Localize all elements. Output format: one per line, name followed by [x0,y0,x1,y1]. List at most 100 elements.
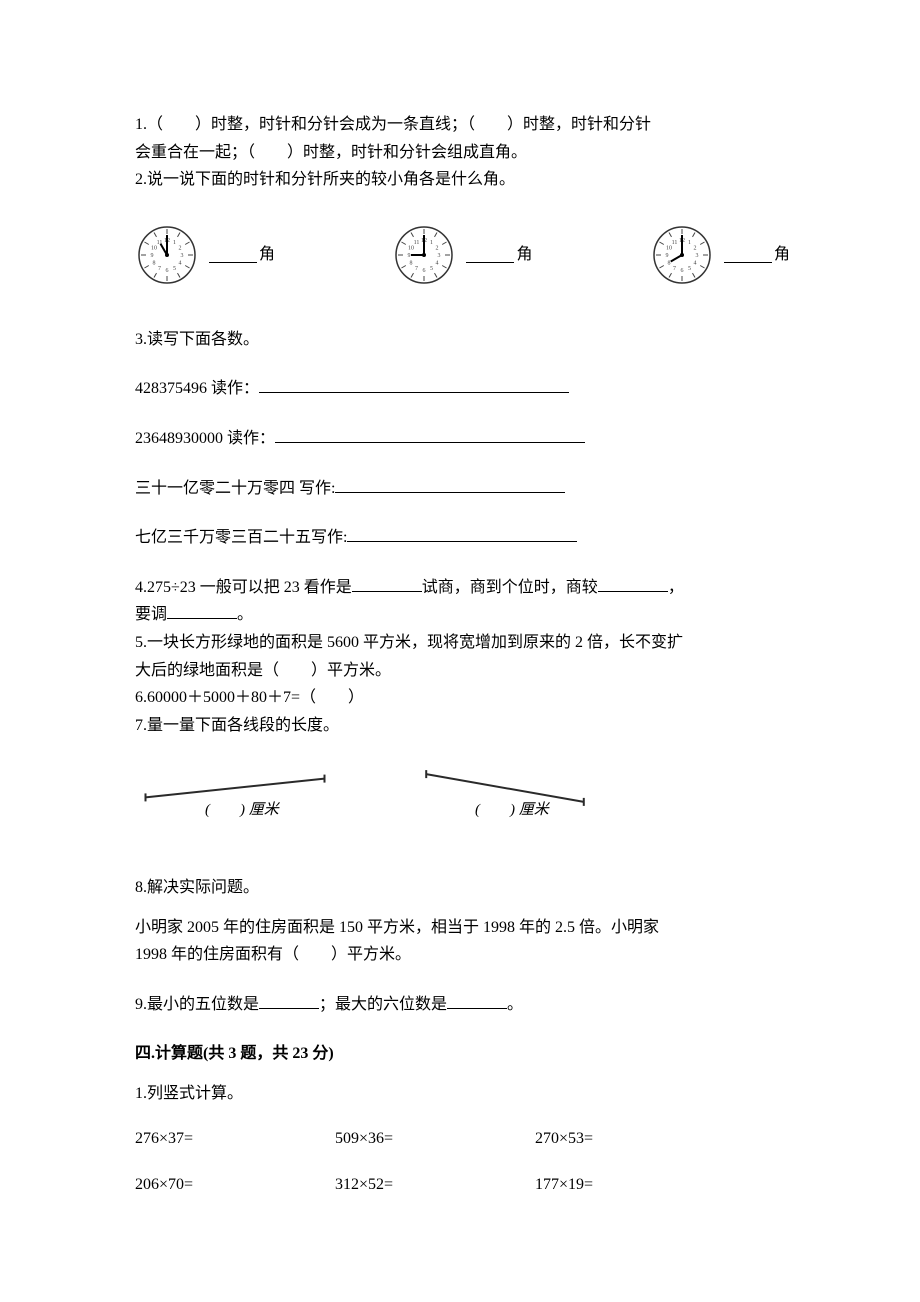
q4-b-prefix: 要调 [135,606,167,623]
svg-text:7: 7 [415,266,418,272]
q4-blank-1[interactable] [352,575,422,592]
q3-line: 七亿三千万零三百二十五写作: [135,525,790,551]
q4-prefix: 4.275÷23 一般可以把 23 看作是 [135,579,352,596]
q8-intro: 8.解决实际问题。 [135,875,790,901]
svg-text:( ) 厘米: ( ) 厘米 [205,801,281,818]
svg-text:( ) 厘米: ( ) 厘米 [475,801,551,818]
q6-line: 6.60000＋5000＋80＋7=（ ） [135,685,790,711]
q9-blank-1[interactable] [259,992,319,1009]
svg-text:2: 2 [436,245,439,251]
svg-text:1: 1 [430,240,433,246]
svg-text:6: 6 [166,268,169,274]
q7-intro: 7.量一量下面各线段的长度。 [135,713,790,739]
q3-blank[interactable] [335,476,565,493]
ruler-row: ( ) 厘米 ( ) 厘米 [135,766,790,835]
q4-blank-2[interactable] [598,575,668,592]
svg-text:11: 11 [672,240,678,246]
calc-row: 206×70=312×52=177×19= [135,1172,790,1198]
svg-text:4: 4 [436,260,439,266]
svg-text:7: 7 [158,266,161,272]
calc-cell: 177×19= [535,1172,735,1198]
clock-answer-blank[interactable] [724,246,772,263]
clock-answer-blank[interactable] [466,246,514,263]
q4-mid: 试商，商到个位时，商较 [422,579,598,596]
q4-blank-3[interactable] [167,602,237,619]
svg-text:8: 8 [667,260,670,266]
svg-text:6: 6 [680,268,683,274]
q4-tail: ， [668,579,684,596]
svg-text:5: 5 [430,266,433,272]
segment-item: ( ) 厘米 [135,766,335,835]
q9-line: 9.最小的五位数是 ；最大的六位数是 。 [135,992,790,1018]
svg-text:7: 7 [673,266,676,272]
q3-line: 三十一亿零二十万零四 写作: [135,476,790,502]
clock-icon: 121234567891011 [392,223,456,287]
svg-text:10: 10 [151,245,157,251]
svg-text:5: 5 [173,266,176,272]
clock-item: 121234567891011角 [650,223,790,287]
clock-item: 121234567891011角 [392,223,532,287]
calc-cell: 276×37= [135,1126,335,1152]
svg-text:3: 3 [438,253,441,259]
q3-line: 428375496 读作： [135,376,790,402]
q4-line-a: 4.275÷23 一般可以把 23 看作是 试商，商到个位时，商较 ， [135,575,790,601]
clock-label: 角 [259,242,275,268]
q3-blank[interactable] [259,376,569,393]
q9-prefix: 9.最小的五位数是 [135,996,259,1013]
q5-line-b: 大后的绿地面积是（ ）平方米。 [135,658,790,684]
svg-text:11: 11 [414,240,420,246]
clock-label: 角 [774,242,790,268]
q3-prefix: 七亿三千万零三百二十五写作: [135,529,347,546]
svg-text:9: 9 [665,253,668,259]
clock-label: 角 [516,242,532,268]
svg-text:8: 8 [153,260,156,266]
svg-text:10: 10 [666,245,672,251]
line-segment-icon: ( ) 厘米 [135,766,335,826]
svg-text:9: 9 [408,253,411,259]
q3-intro: 3.读写下面各数。 [135,327,790,353]
q3-prefix: 三十一亿零二十万零四 写作: [135,480,335,497]
q3-prefix: 23648930000 读作： [135,430,275,447]
svg-text:8: 8 [410,260,413,266]
q3-blank[interactable] [275,426,585,443]
svg-text:2: 2 [693,245,696,251]
svg-text:3: 3 [181,253,184,259]
q9-tail: 。 [507,996,523,1013]
svg-text:2: 2 [178,245,181,251]
q5-line-a: 5.一块长方形绿地的面积是 5600 平方米，现将宽增加到原来的 2 倍，长不变… [135,630,790,656]
q4-b-tail: 。 [237,606,253,623]
q1-line-a: 1.（ ）时整，时针和分针会成为一条直线；（ ）时整，时针和分针 [135,112,790,138]
q3-line: 23648930000 读作： [135,426,790,452]
svg-text:5: 5 [688,266,691,272]
clock-icon: 121234567891011 [650,223,714,287]
svg-text:4: 4 [693,260,696,266]
svg-text:1: 1 [688,240,691,246]
line-segment-icon: ( ) 厘米 [415,766,595,826]
q3-blank[interactable] [347,525,577,542]
calc-cell: 206×70= [135,1172,335,1198]
calc-cell: 312×52= [335,1172,535,1198]
q4-line-b: 要调 。 [135,602,790,628]
q9-blank-2[interactable] [447,992,507,1009]
clock-answer-blank[interactable] [209,246,257,263]
calc-cell: 509×36= [335,1126,535,1152]
svg-text:3: 3 [695,253,698,259]
svg-text:9: 9 [151,253,154,259]
section4-title: 四.计算题(共 3 题，共 23 分) [135,1041,790,1067]
q2-intro: 2.说一说下面的时针和分针所夹的较小角各是什么角。 [135,167,790,193]
svg-text:10: 10 [408,245,414,251]
clock-row: 121234567891011角121234567891011角12123456… [135,223,790,287]
svg-text:6: 6 [423,268,426,274]
clock-icon: 121234567891011 [135,223,199,287]
q9-mid: ；最大的六位数是 [319,996,447,1013]
clock-item: 121234567891011角 [135,223,275,287]
calc-row: 276×37=509×36=270×53= [135,1126,790,1152]
svg-text:1: 1 [173,240,176,246]
q8-line-b: 1998 年的住房面积有（ ）平方米。 [135,942,790,968]
q1-line-b: 会重合在一起；（ ）时整，时针和分针会组成直角。 [135,140,790,166]
segment-item: ( ) 厘米 [415,766,595,835]
q8-line-a: 小明家 2005 年的住房面积是 150 平方米，相当于 1998 年的 2.5… [135,915,790,941]
svg-text:4: 4 [178,260,181,266]
q3-prefix: 428375496 读作： [135,380,259,397]
calc-cell: 270×53= [535,1126,735,1152]
